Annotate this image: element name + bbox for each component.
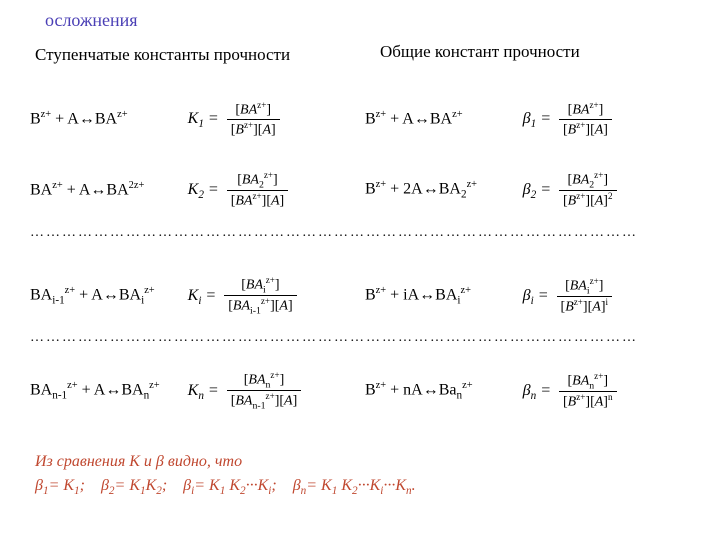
overall-constant-1: β1 = [BAz+][Bz+][A] — [523, 100, 700, 138]
equation-row-n: BAn-1z+ + A↔BAnz+ Kn = [BAnz+][BAn-1z+][… — [30, 370, 700, 412]
stepwise-reaction-1: Bz+ + A↔BAz+ — [30, 109, 188, 128]
equation-row-2: BAz+ + A↔BA2z+ K2 = [BA2z+][BAz+][A] Bz+… — [30, 170, 700, 210]
overall-reaction-1: Bz+ + A↔BAz+ — [365, 109, 523, 128]
right-column-header: Общие констант прочности — [380, 42, 580, 62]
overall-reaction-i: Bz+ + iA↔BAiz+ — [365, 285, 523, 307]
stepwise-constant-1: K1 = [BAz+][Bz+][A] — [188, 100, 365, 138]
overall-constant-2: β2 = [BA2z+][Bz+][A]2 — [523, 170, 700, 210]
overall-constant-n: βn = [BAnz+][Bz+][A]n — [523, 371, 700, 411]
footer-note: Из сравнения K и β видно, что β1= K1; β2… — [35, 450, 416, 500]
overall-constant-i: βi = [BAiz+][Bz+][A]i — [523, 276, 700, 316]
stepwise-constant-2: K2 = [BA2z+][BAz+][A] — [188, 170, 365, 210]
stepwise-constant-n: Kn = [BAnz+][BAn-1z+][A] — [188, 370, 365, 412]
left-column-header: Ступенчатые константы прочности — [35, 45, 290, 65]
footer-line-1: Из сравнения K и β видно, что — [35, 450, 416, 474]
overall-reaction-2: Bz+ + 2A↔BA2z+ — [365, 179, 523, 201]
separator-dots-2: …………………………………………………………………………………………………… — [30, 330, 660, 346]
separator-dots-1: …………………………………………………………………………………………………… — [30, 225, 690, 241]
stepwise-constant-i: Ki = [BAiz+][BAi-1z+][A] — [188, 275, 365, 317]
footer-line-2: β1= K1; β2= K1K2; βi= K1 K2···Ki; βn= K1… — [35, 474, 416, 500]
stepwise-reaction-2: BAz+ + A↔BA2z+ — [30, 180, 188, 199]
equation-row-1: Bz+ + A↔BAz+ K1 = [BAz+][Bz+][A] Bz+ + A… — [30, 100, 700, 138]
stepwise-reaction-i: BAi-1z+ + A↔BAiz+ — [30, 285, 188, 307]
overall-reaction-n: Bz+ + nA↔Banz+ — [365, 380, 523, 402]
equation-row-i: BAi-1z+ + A↔BAiz+ Ki = [BAiz+][BAi-1z+][… — [30, 275, 700, 317]
page-title: осложнения — [45, 10, 138, 31]
stepwise-reaction-n: BAn-1z+ + A↔BAnz+ — [30, 380, 188, 402]
